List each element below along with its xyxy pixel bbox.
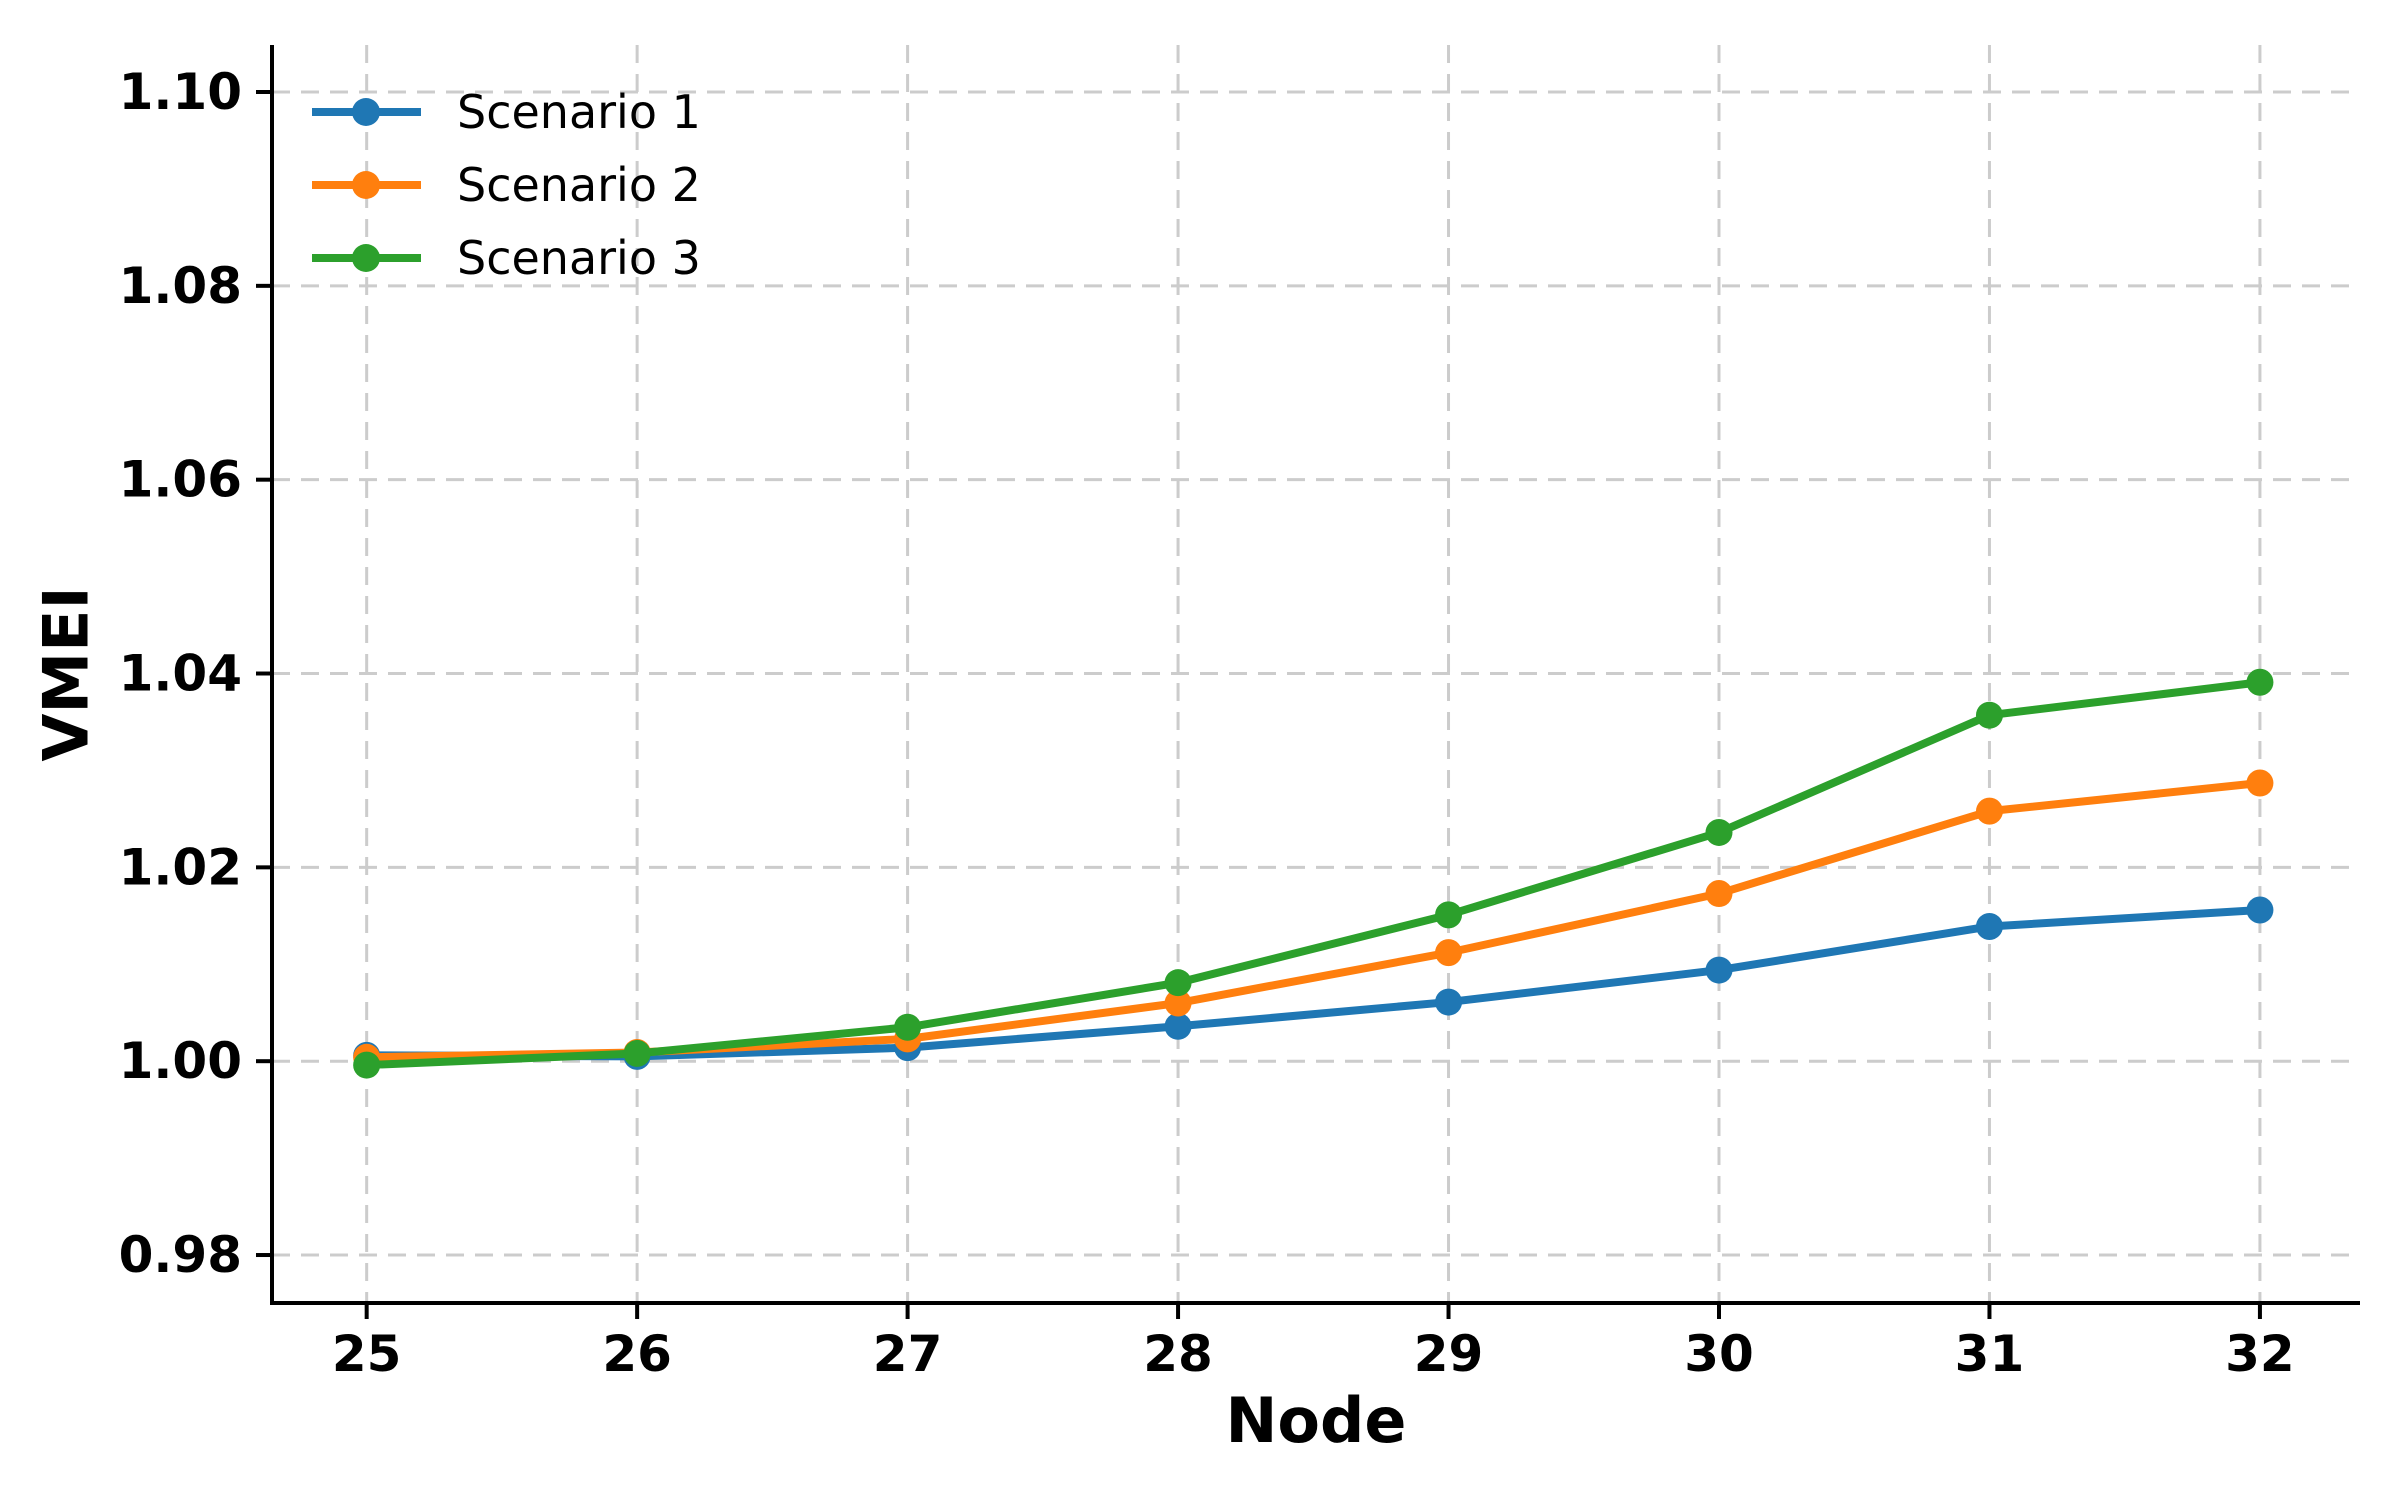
data-point-scenario-1 <box>2246 896 2274 924</box>
y-tick-label: 1.06 <box>119 451 242 509</box>
legend-entry: Scenario 1 <box>312 85 701 139</box>
data-point-scenario-3 <box>1705 818 1733 846</box>
y-tick-label: 1.10 <box>119 63 242 121</box>
series-line-scenario-3 <box>362 678 2264 1070</box>
legend: Scenario 1 Scenario 2 Scenario 3 <box>312 85 701 285</box>
x-tick-label: 31 <box>1955 1325 2025 1383</box>
y-tick-label: 1.04 <box>119 645 242 703</box>
y-tick-label: 1.02 <box>119 838 242 896</box>
data-point-scenario-2 <box>1975 797 2003 825</box>
data-point-scenario-2 <box>1164 989 1192 1017</box>
data-point-scenario-3 <box>1975 701 2003 729</box>
x-tick-label: 26 <box>602 1325 672 1383</box>
data-point-scenario-3 <box>353 1051 381 1079</box>
data-point-scenario-3 <box>623 1039 651 1067</box>
y-axis-label: VMEI <box>30 586 103 761</box>
data-point-scenario-1 <box>1164 1012 1192 1040</box>
x-tick-label: 25 <box>332 1325 402 1383</box>
data-point-scenario-3 <box>2246 668 2274 696</box>
series-line-scenario-1 <box>362 905 2264 1061</box>
data-point-scenario-3 <box>894 1013 922 1041</box>
y-tick-label: 1.00 <box>119 1032 242 1090</box>
data-point-scenario-1 <box>1435 988 1463 1016</box>
legend-marker <box>352 98 380 126</box>
data-point-scenario-3 <box>1164 969 1192 997</box>
y-tick-label: 1.08 <box>119 257 242 315</box>
x-tick-label: 30 <box>1684 1325 1754 1383</box>
y-tick-label: 0.98 <box>119 1226 242 1284</box>
legend-label: Scenario 3 <box>457 231 701 285</box>
data-point-scenario-1 <box>1975 912 2003 940</box>
data-point-scenario-2 <box>1435 939 1463 967</box>
legend-marker <box>352 171 380 199</box>
x-axis-label: Node <box>1226 1384 1407 1457</box>
legend-label: Scenario 1 <box>457 85 701 139</box>
x-tick-label: 29 <box>1414 1325 1484 1383</box>
data-point-scenario-1 <box>1705 956 1733 984</box>
series-lines <box>353 668 2274 1079</box>
data-point-scenario-2 <box>2246 769 2274 797</box>
legend-entry: Scenario 2 <box>312 158 701 212</box>
x-tick-label: 32 <box>2225 1325 2295 1383</box>
axes: 25 26 27 28 29 30 31 32 0.98 1.00 1.02 1.04 1.06 1.08… <box>119 45 2360 1383</box>
data-point-scenario-3 <box>1435 901 1463 929</box>
gridlines <box>272 45 2360 1303</box>
legend-marker <box>352 244 380 272</box>
x-tick-label: 28 <box>1143 1325 1213 1383</box>
legend-entry: Scenario 3 <box>312 231 701 285</box>
data-point-scenario-2 <box>1705 880 1733 908</box>
legend-label: Scenario 2 <box>457 158 701 212</box>
x-tick-label: 27 <box>873 1325 943 1383</box>
